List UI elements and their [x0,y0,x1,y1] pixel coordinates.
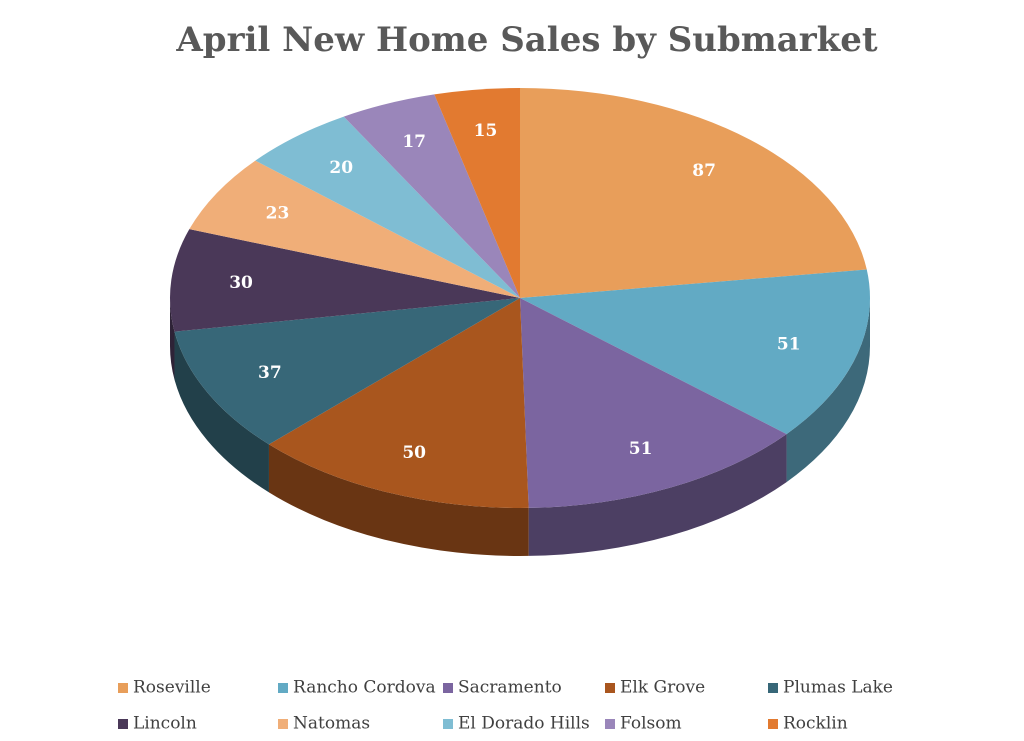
data-label: 51 [629,439,653,459]
slice-side [268,444,529,556]
legend-label: Rancho Cordova [293,678,436,698]
slice [343,94,520,298]
legend-label: Rocklin [783,714,848,734]
legend-swatch [278,683,288,693]
slice [169,229,520,332]
legend-swatch [118,683,128,693]
data-label: 23 [266,204,290,224]
legend-swatch [768,683,778,693]
slice-side [174,331,269,493]
legend-swatch [118,719,128,729]
legend-label: Sacramento [458,678,562,698]
slice [434,88,520,298]
chart-title: April New Home Sales by Submarket [175,20,877,60]
legend-swatch [443,683,453,693]
slice [174,298,520,445]
slice-side [786,298,870,483]
data-label: 87 [692,161,716,181]
data-label: 15 [474,121,498,141]
legend-label: Lincoln [133,714,197,734]
legend-swatch [605,719,615,729]
legend-swatch [605,683,615,693]
slice [255,116,520,298]
data-label: 51 [777,335,801,355]
data-label: 30 [229,273,253,293]
slice [520,88,867,298]
legend-label: Elk Grove [620,678,705,698]
data-label: 50 [402,443,426,463]
legend-label: Roseville [133,678,211,698]
legend-swatch [768,719,778,729]
legend-label: Natomas [293,714,370,734]
data-label: 17 [402,132,426,152]
data-label: 37 [258,363,282,383]
slice-side [170,298,175,380]
slice-side [528,434,787,556]
legend-swatch [443,719,453,729]
slice [189,160,520,298]
legend-label: El Dorado Hills [458,714,590,734]
legend-swatch [278,719,288,729]
slice [520,298,787,508]
data-label: 20 [329,158,353,178]
legend-label: Folsom [620,714,682,734]
slice [520,269,870,435]
slice [268,298,529,509]
legend-label: Plumas Lake [783,678,893,698]
